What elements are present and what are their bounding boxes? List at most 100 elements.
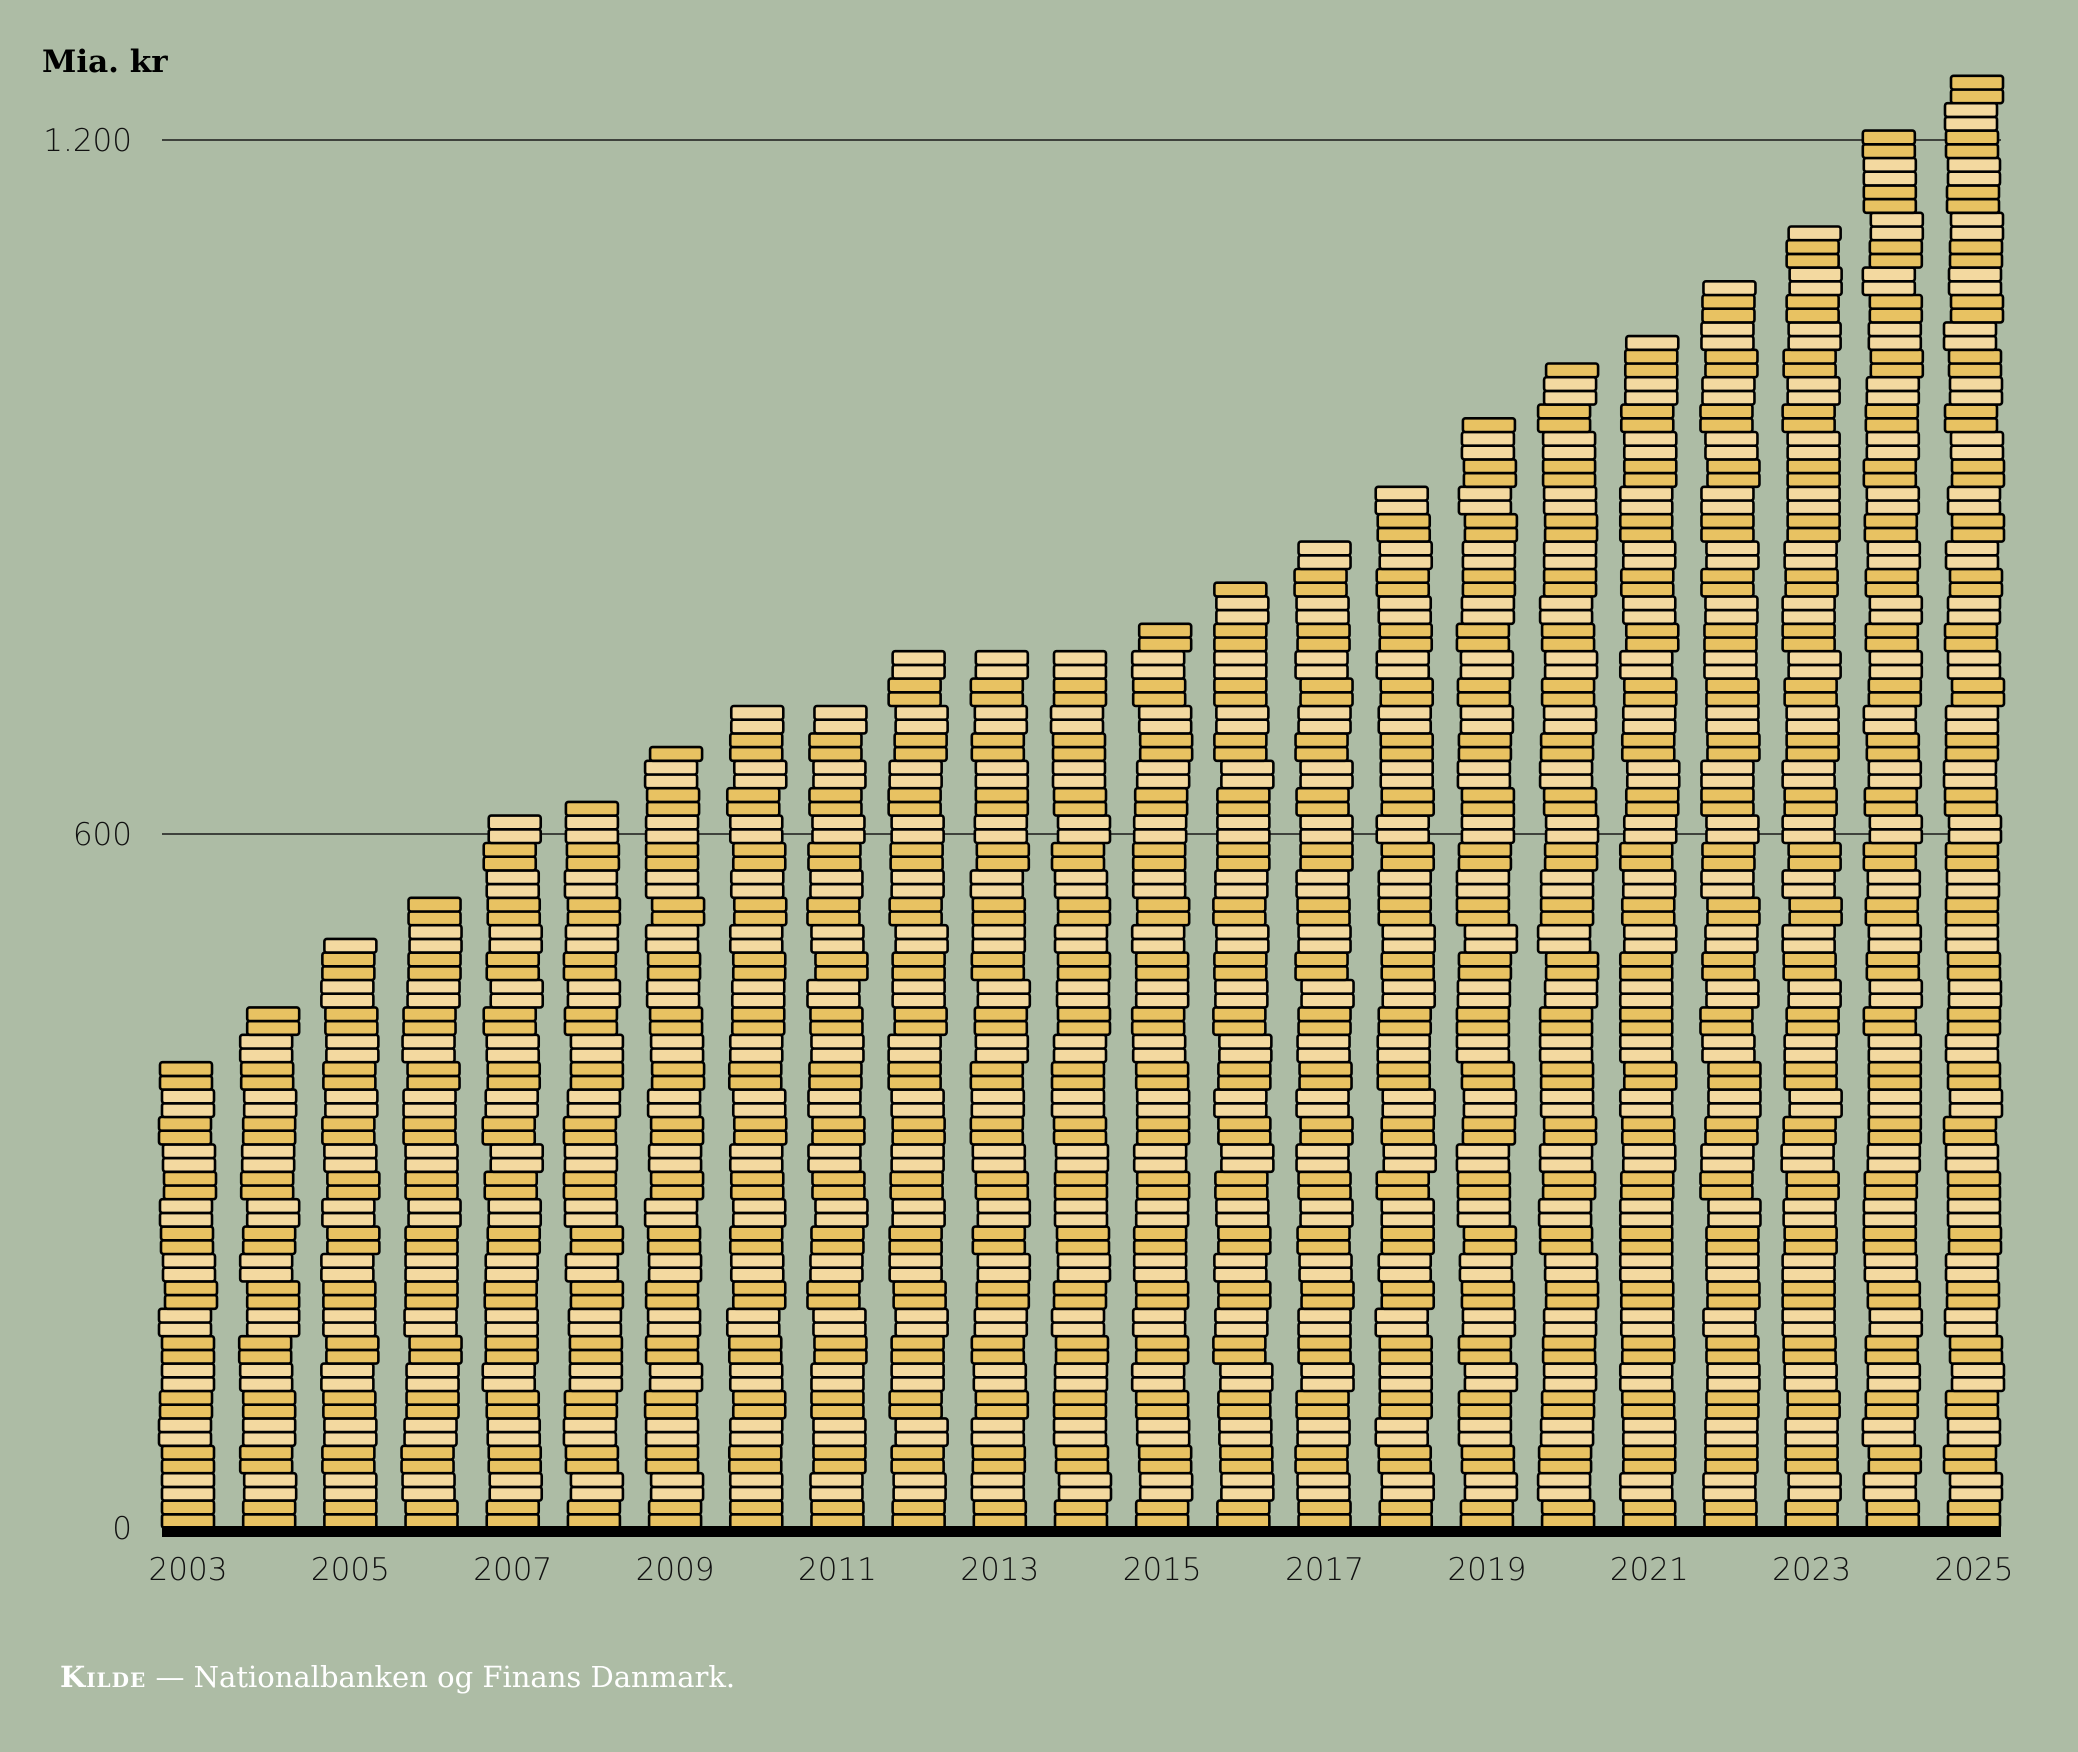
coin <box>1943 800 1999 817</box>
coin <box>1706 745 1761 763</box>
coin <box>1863 526 1919 543</box>
coin <box>1946 170 2002 187</box>
coin <box>406 1060 461 1078</box>
coin <box>1706 896 1761 913</box>
coin <box>1130 1019 1186 1037</box>
coin <box>1618 951 1674 968</box>
coin <box>1381 978 1437 995</box>
coin <box>1943 786 1999 804</box>
coin <box>887 800 942 817</box>
coin <box>1781 869 1836 886</box>
coin <box>1618 1019 1674 1037</box>
coin <box>1702 1471 1757 1489</box>
coin <box>890 869 945 886</box>
coin <box>1945 869 2001 886</box>
coin <box>1377 718 1433 735</box>
coin <box>1618 1047 1674 1064</box>
coin <box>1624 800 1680 817</box>
coin <box>1213 622 1268 639</box>
coin <box>810 923 865 941</box>
coin <box>807 1156 862 1174</box>
coin <box>1536 416 1592 434</box>
coin <box>1536 403 1592 420</box>
coin <box>1297 1321 1352 1338</box>
coin <box>1299 690 1354 708</box>
coin <box>1618 512 1674 530</box>
coin <box>1296 1485 1351 1502</box>
coin <box>1216 1499 1271 1516</box>
coin <box>1621 608 1677 626</box>
coin <box>1621 553 1677 571</box>
coin <box>1379 759 1435 776</box>
coin <box>569 1280 625 1297</box>
coin <box>240 1143 296 1160</box>
coin <box>1704 937 1759 954</box>
coin <box>644 1444 700 1461</box>
coin <box>1783 1033 1838 1050</box>
coin <box>568 1376 624 1393</box>
coin <box>1536 937 1592 954</box>
coin <box>1865 389 1921 406</box>
coin <box>1786 485 1841 502</box>
coin <box>1703 663 1758 680</box>
coin <box>484 1252 540 1269</box>
coin <box>1375 827 1431 845</box>
coin <box>1137 622 1193 639</box>
coin <box>969 1129 1025 1146</box>
coin <box>565 841 621 858</box>
coin <box>1380 1115 1436 1132</box>
coin <box>1782 1115 1837 1132</box>
coin <box>1213 745 1268 763</box>
coin <box>891 1129 946 1146</box>
coin <box>1537 1458 1593 1475</box>
coin <box>1542 540 1598 557</box>
coin <box>1216 800 1271 817</box>
coin <box>1782 951 1837 968</box>
coin <box>888 1266 943 1283</box>
coin <box>1214 1170 1269 1187</box>
coin <box>1051 759 1107 776</box>
coin <box>1132 827 1188 845</box>
coin <box>1624 786 1680 804</box>
coin <box>1620 1334 1676 1352</box>
coin <box>810 1225 865 1242</box>
coin <box>1056 951 1112 968</box>
coin <box>1215 1197 1270 1215</box>
coin <box>812 773 867 790</box>
coin <box>486 910 542 927</box>
coin <box>1865 732 1921 749</box>
coin <box>1943 416 1999 434</box>
coin <box>1867 321 1923 338</box>
coin <box>245 1197 301 1215</box>
coin <box>1052 649 1108 667</box>
coin <box>1702 279 1757 297</box>
coin <box>1950 512 2006 530</box>
coin <box>1375 1170 1431 1187</box>
coin <box>1380 800 1436 817</box>
coin <box>1217 1060 1272 1078</box>
x-tick-label: 2007 <box>473 1552 552 1588</box>
coin <box>1788 266 1843 283</box>
x-tick-label: 2021 <box>1610 1552 1689 1588</box>
coin <box>1296 1471 1351 1489</box>
coin <box>1944 1266 2000 1283</box>
coin <box>1463 937 1519 954</box>
coin <box>649 1047 705 1064</box>
coin <box>1299 855 1354 872</box>
coin <box>488 1471 544 1489</box>
coin <box>729 882 785 900</box>
coin <box>806 896 861 913</box>
coin <box>320 1376 375 1393</box>
coin <box>971 1458 1027 1475</box>
y-tick-label: 0 <box>112 1511 132 1547</box>
coin <box>806 978 861 995</box>
coin <box>888 759 943 776</box>
coin <box>563 1197 619 1215</box>
coin <box>1456 1184 1512 1201</box>
coin <box>1378 1376 1434 1393</box>
coin <box>728 732 784 749</box>
coin <box>806 1280 861 1297</box>
coin <box>1457 1417 1513 1434</box>
coin <box>1866 1280 1922 1297</box>
coin <box>564 1266 620 1283</box>
